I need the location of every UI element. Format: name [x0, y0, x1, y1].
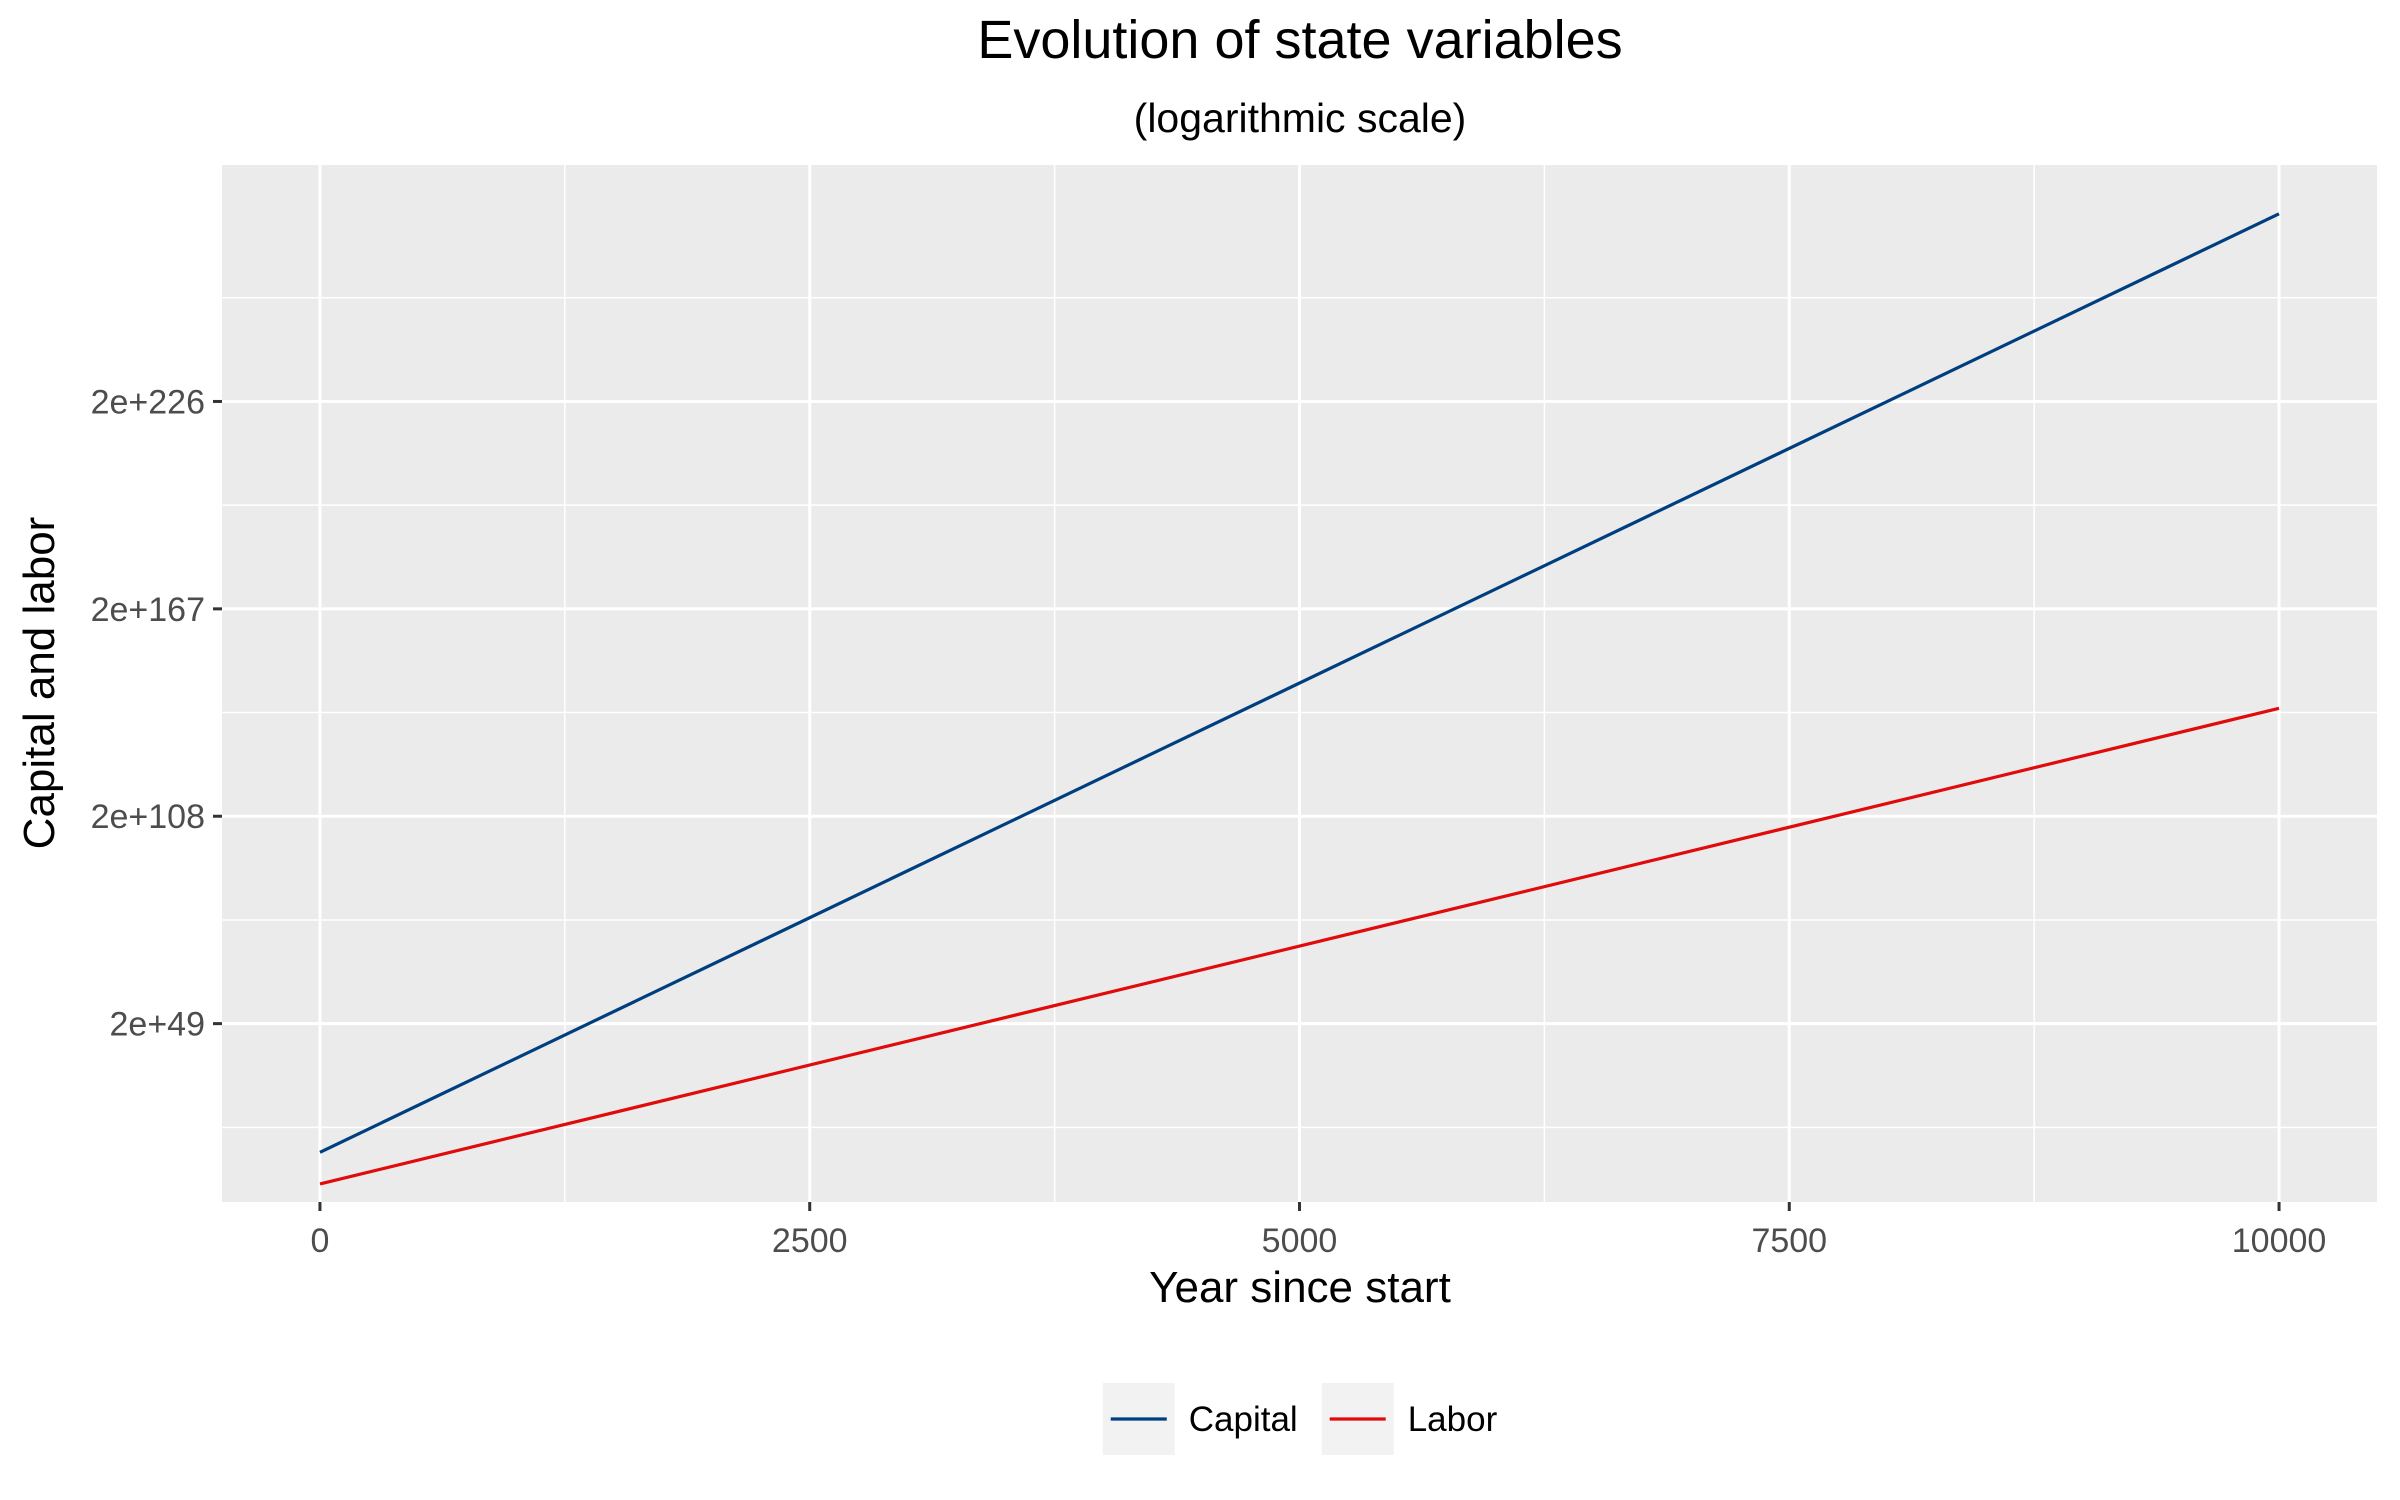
y-tick-label: 2e+108: [91, 798, 205, 836]
x-tick-label: 5000: [1262, 1222, 1338, 1260]
legend-item-capital: Capital: [1102, 1383, 1298, 1455]
legend-item-labor: Labor: [1321, 1383, 1498, 1455]
chart-subtitle: (logarithmic scale): [1134, 95, 1467, 141]
x-axis: 0 2500 5000 7500 10000: [310, 1202, 2326, 1260]
x-tick-label: 2500: [772, 1222, 848, 1260]
legend: Capital Labor: [1102, 1383, 1498, 1455]
legend-label: Capital: [1189, 1400, 1298, 1439]
series-group: [319, 212, 2280, 1186]
y-axis: 2e+49 2e+108 2e+167 2e+226: [91, 383, 222, 1044]
x-tick-label: 10000: [2232, 1222, 2327, 1260]
grid-major: [222, 165, 2377, 1202]
x-tick-label: 0: [310, 1222, 329, 1260]
series-line-labor: [319, 706, 2280, 1186]
series-line-capital: [319, 212, 2280, 1154]
x-tick-label: 7500: [1751, 1222, 1827, 1260]
x-axis-title: Year since start: [1149, 1263, 1451, 1312]
y-axis-title: Capital and labor: [15, 517, 64, 850]
chart-title: Evolution of state variables: [977, 10, 1622, 70]
y-tick-label: 2e+226: [91, 383, 205, 421]
y-tick-label: 2e+167: [91, 591, 205, 629]
legend-label: Labor: [1408, 1400, 1498, 1439]
y-tick-label: 2e+49: [110, 1006, 206, 1044]
